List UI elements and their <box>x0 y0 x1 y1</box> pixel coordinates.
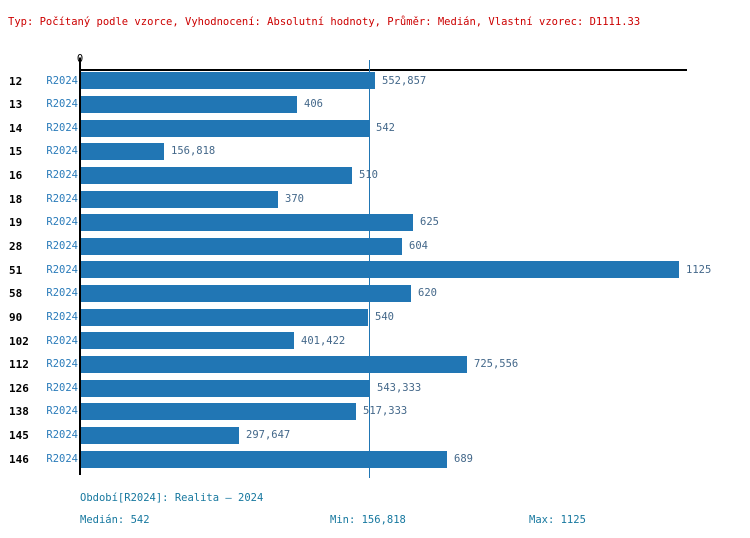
row-category-label: 126 <box>9 381 29 395</box>
row-category-label: 15 <box>9 145 23 159</box>
row-series-label: R2024 <box>46 239 78 252</box>
row-series-label: R2024 <box>46 98 78 111</box>
chart-row: 90 R2024 540 <box>0 306 750 330</box>
bar[interactable] <box>81 190 278 208</box>
bar-value-label: 604 <box>409 239 428 252</box>
bar[interactable] <box>81 166 352 184</box>
row-category-label: 145 <box>9 429 29 443</box>
bar-value-label: 517,333 <box>363 405 408 418</box>
row-category-label: 58 <box>9 287 23 301</box>
chart-row: 138 R2024 517,333 <box>0 400 750 424</box>
row-category-label: 28 <box>9 239 23 253</box>
row-series-label: R2024 <box>46 192 78 205</box>
bar[interactable] <box>81 403 356 421</box>
chart-row: 18 R2024 370 <box>0 188 750 212</box>
bar[interactable] <box>81 261 679 279</box>
bar-value-label: 543,333 <box>377 381 422 394</box>
bar[interactable] <box>81 450 447 468</box>
chart-row: 145 R2024 297,647 <box>0 424 750 448</box>
row-series-label: R2024 <box>46 452 78 465</box>
chart-row: 112 R2024 725,556 <box>0 353 750 377</box>
chart-row: 16 R2024 510 <box>0 164 750 188</box>
chart-row: 126 R2024 543,333 <box>0 377 750 401</box>
period-label: Období[R2024]: Realita – 2024 <box>80 492 264 504</box>
bar[interactable] <box>81 72 375 90</box>
bar-value-label: 625 <box>420 216 439 229</box>
row-series-label: R2024 <box>46 334 78 347</box>
row-series-label: R2024 <box>46 263 78 276</box>
chart-row: 146 R2024 689 <box>0 448 750 472</box>
bar[interactable] <box>81 214 413 232</box>
bar-value-label: 297,647 <box>246 429 291 442</box>
chart-row: 51 R2024 1125 <box>0 259 750 283</box>
bar[interactable] <box>81 355 467 373</box>
formula-settings-header: Typ: Počítaný podle vzorce, Vyhodnocení:… <box>8 16 641 28</box>
min-stat: Min: 156,818 <box>330 514 406 526</box>
median-stat: Medián: 542 <box>80 514 150 526</box>
row-series-label: R2024 <box>46 121 78 134</box>
y-axis-baseline <box>79 58 81 475</box>
row-series-label: R2024 <box>46 216 78 229</box>
row-series-label: R2024 <box>46 74 78 87</box>
max-stat: Max: 1125 <box>529 514 586 526</box>
row-category-label: 18 <box>9 192 23 206</box>
chart-row: 28 R2024 604 <box>0 235 750 259</box>
bar[interactable] <box>81 237 402 255</box>
row-category-label: 138 <box>9 405 29 419</box>
summary-stats: Medián: 542 Min: 156,818 Max: 1125 <box>0 514 750 528</box>
row-series-label: R2024 <box>46 429 78 442</box>
row-category-label: 12 <box>9 74 23 88</box>
bar-value-label: 620 <box>418 287 437 300</box>
chart-row: 13 R2024 406 <box>0 93 750 117</box>
bar-value-label: 689 <box>454 452 473 465</box>
bar[interactable] <box>81 285 411 303</box>
row-category-label: 19 <box>9 216 23 230</box>
bar-value-label: 156,818 <box>171 145 216 158</box>
chart-row: 19 R2024 625 <box>0 211 750 235</box>
chart-row: 14 R2024 542 <box>0 117 750 141</box>
bar[interactable] <box>81 95 297 113</box>
chart-row: 15 R2024 156,818 <box>0 140 750 164</box>
row-category-label: 90 <box>9 310 23 324</box>
row-category-label: 51 <box>9 263 23 277</box>
bar-chart: 0 12 R2024 552,857 13 R2024 406 14 R2024… <box>0 53 750 478</box>
x-axis-line <box>80 69 687 71</box>
row-category-label: 112 <box>9 358 29 372</box>
row-series-label: R2024 <box>46 169 78 182</box>
row-series-label: R2024 <box>46 405 78 418</box>
bar-value-label: 542 <box>376 121 395 134</box>
bar[interactable] <box>81 379 370 397</box>
bar-value-label: 401,422 <box>301 334 346 347</box>
row-series-label: R2024 <box>46 381 78 394</box>
bar[interactable] <box>81 332 294 350</box>
row-category-label: 13 <box>9 98 23 112</box>
bar-value-label: 406 <box>304 98 323 111</box>
row-category-label: 146 <box>9 452 29 466</box>
row-series-label: R2024 <box>46 310 78 323</box>
bar[interactable] <box>81 143 164 161</box>
chart-row: 102 R2024 401,422 <box>0 330 750 354</box>
bar[interactable] <box>81 426 239 444</box>
bar-value-label: 510 <box>359 169 378 182</box>
row-category-label: 14 <box>9 121 23 135</box>
bar-value-label: 540 <box>375 310 394 323</box>
bar-value-label: 725,556 <box>474 358 519 371</box>
chart-row: 58 R2024 620 <box>0 282 750 306</box>
bar-value-label: 370 <box>285 192 304 205</box>
bar[interactable] <box>81 119 369 137</box>
chart-row: 12 R2024 552,857 <box>0 70 750 94</box>
bar[interactable] <box>81 308 368 326</box>
chart-rows: 12 R2024 552,857 13 R2024 406 14 R2024 5… <box>0 70 750 472</box>
row-series-label: R2024 <box>46 358 78 371</box>
row-series-label: R2024 <box>46 145 78 158</box>
row-series-label: R2024 <box>46 287 78 300</box>
row-category-label: 16 <box>9 169 23 183</box>
row-category-label: 102 <box>9 334 29 348</box>
bar-value-label: 1125 <box>686 263 712 276</box>
bar-value-label: 552,857 <box>382 74 427 87</box>
